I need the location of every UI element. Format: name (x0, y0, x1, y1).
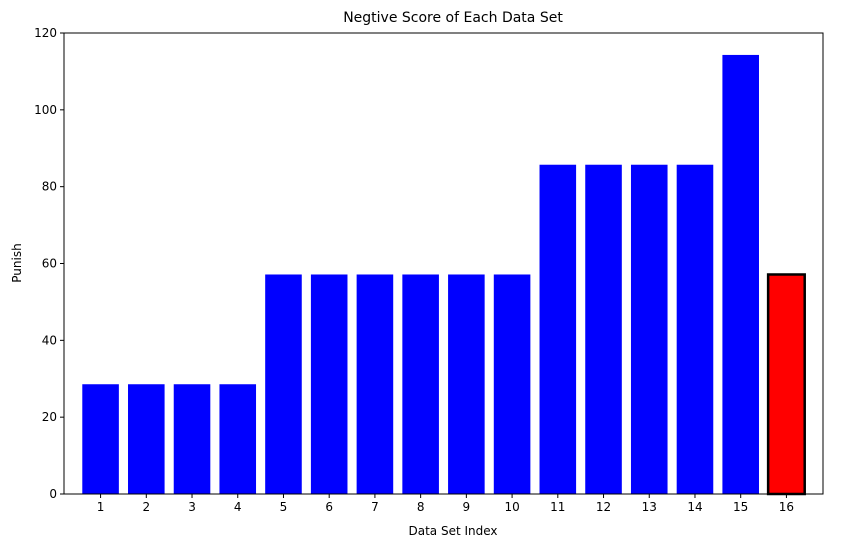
bar-6 (310, 274, 348, 494)
x-tick-label: 1 (97, 500, 105, 514)
x-tick-label: 14 (687, 500, 702, 514)
y-tick-label: 120 (34, 26, 57, 40)
bar-3 (173, 384, 211, 494)
x-tick-label: 10 (504, 500, 519, 514)
x-tick-label: 15 (733, 500, 748, 514)
bar-15 (722, 54, 759, 495)
chart-title: Negtive Score of Each Data Set (343, 10, 563, 26)
bar-9 (448, 274, 485, 494)
x-tick-label: 9 (463, 500, 471, 514)
x-tick-label: 8 (417, 500, 425, 514)
bar-4 (219, 384, 257, 494)
x-tick-label: 3 (188, 500, 196, 514)
x-tick-label: 5 (280, 500, 288, 514)
x-tick-label: 12 (596, 500, 611, 514)
x-tick-label: 6 (325, 500, 333, 514)
y-tick-label: 80 (42, 180, 57, 194)
x-tick-label: 13 (642, 500, 657, 514)
x-tick-label: 11 (550, 500, 565, 514)
plot-frame (63, 32, 824, 495)
bar-12 (585, 164, 622, 494)
y-tick-label: 0 (49, 487, 57, 501)
bar-7 (356, 274, 394, 494)
bar-13 (630, 164, 668, 494)
x-axis-ticks: 1 2 3 4 5 6 7 8 9 10 11 12 13 14 15 16 (97, 494, 794, 514)
x-tick-label: 4 (234, 500, 242, 514)
bar-11 (539, 164, 577, 494)
y-axis-title: Punish (10, 243, 24, 282)
bar-2 (128, 384, 165, 494)
bar-5 (265, 274, 302, 494)
y-tick-label: 20 (42, 410, 57, 424)
bars-group (82, 54, 806, 496)
bar-10 (493, 274, 531, 494)
x-tick-label: 16 (779, 500, 794, 514)
bar-8 (402, 274, 439, 494)
bar-1 (82, 384, 119, 494)
x-axis-title: Data Set Index (408, 524, 497, 538)
y-tick-label: 60 (42, 257, 57, 271)
bar-16 (766, 273, 806, 496)
y-axis-ticks: 0 20 40 60 80 100 120 (34, 26, 64, 501)
x-tick-label: 2 (142, 500, 150, 514)
y-tick-label: 40 (42, 333, 57, 347)
y-tick-label: 100 (34, 103, 57, 117)
bar-14 (676, 164, 714, 494)
x-tick-label: 7 (371, 500, 379, 514)
